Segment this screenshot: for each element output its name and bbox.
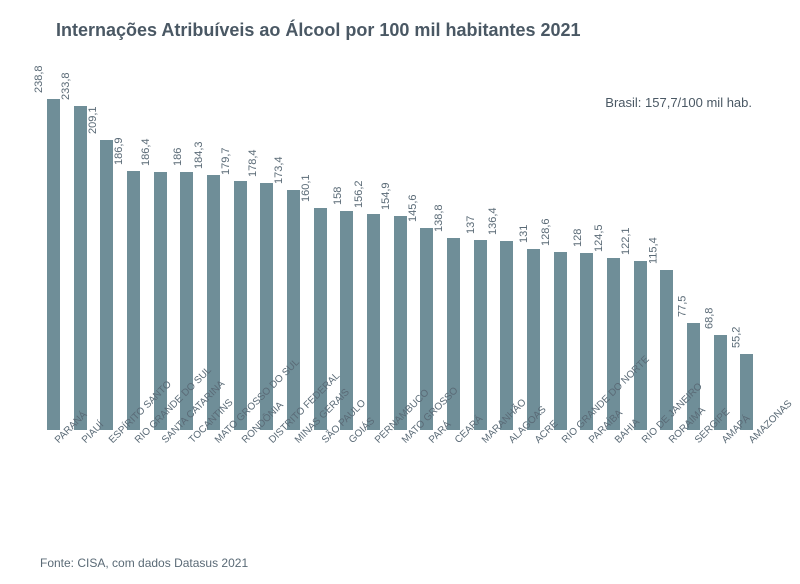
- bar-value-label: 156,2: [354, 180, 366, 208]
- x-label-slot: DISTRITO FEDERAL: [253, 434, 280, 554]
- bar-slot: 186,4: [147, 70, 174, 430]
- x-label-slot: ALAGOAS: [493, 434, 520, 554]
- bar-value-label: 158: [332, 187, 344, 205]
- bar-slot: 154,9: [387, 70, 414, 430]
- x-label-slot: AMAZONAS: [733, 434, 760, 554]
- bar-value-label: 77,5: [677, 295, 689, 316]
- bar-slot: 138,8: [440, 70, 467, 430]
- bar: [287, 190, 300, 430]
- x-label-slot: SÃO PAULO: [307, 434, 334, 554]
- bar-value-label: 186,4: [140, 138, 152, 166]
- bar-value-label: 137: [465, 216, 477, 234]
- bar-value-label: 184,3: [194, 141, 206, 169]
- bar: [634, 261, 647, 430]
- bar-value-label: 173,4: [274, 156, 286, 184]
- bar-slot: 156,2: [360, 70, 387, 430]
- bar-value-label: 122,1: [620, 227, 632, 255]
- bar-slot: 136,4: [493, 70, 520, 430]
- x-label-slot: RIO GRANDE DO SUL: [120, 434, 147, 554]
- bar: [100, 140, 113, 430]
- bar: [394, 216, 407, 430]
- bar: [580, 253, 593, 430]
- bar-slot: 131: [520, 70, 547, 430]
- bar-value-label: 145,6: [407, 195, 419, 223]
- x-label-slot: MINAS GERAIS: [280, 434, 307, 554]
- x-label-slot: SANTA CATARINA: [147, 434, 174, 554]
- bar-value-label: 128: [572, 228, 584, 246]
- bar-value-label: 154,9: [380, 182, 392, 210]
- bar-value-label: 178,4: [247, 149, 259, 177]
- bar-slot: 77,5: [680, 70, 707, 430]
- bar-slot: 145,6: [413, 70, 440, 430]
- bar-slot: 68,8: [707, 70, 734, 430]
- bar-slot: 179,7: [227, 70, 254, 430]
- bar: [500, 241, 513, 430]
- bar-value-label: 209,1: [87, 107, 99, 135]
- bar: [367, 214, 380, 430]
- bar: [554, 252, 567, 430]
- bar-value-label: 128,6: [540, 218, 552, 246]
- x-label-slot: TOCANTINS: [173, 434, 200, 554]
- x-label-slot: RORAIMA: [653, 434, 680, 554]
- x-label-slot: MATO GROSSO DO SUL: [200, 434, 227, 554]
- bar-value-label: 115,4: [647, 238, 659, 265]
- x-axis: PARANÁPIAUÍESPÍRITO SANTORIO GRANDE DO S…: [40, 434, 760, 554]
- chart-container: Internações Atribuíveis ao Álcool por 10…: [0, 0, 800, 584]
- bar-value-label: 238,8: [34, 66, 46, 94]
- bar: [74, 106, 87, 430]
- bar-slot: 55,2: [733, 70, 760, 430]
- bar-slot: 128,6: [547, 70, 574, 430]
- bar-value-label: 233,8: [60, 73, 72, 101]
- bar-slot: 209,1: [93, 70, 120, 430]
- bar-value-label: 124,5: [594, 224, 606, 252]
- bar: [474, 240, 487, 430]
- x-label-slot: PIAUÍ: [67, 434, 94, 554]
- bar-value-label: 179,7: [220, 148, 232, 176]
- x-label-slot: AMAPÁ: [707, 434, 734, 554]
- bars-group: 238,8233,8209,1186,9186,4186184,3179,717…: [40, 70, 760, 430]
- bar: [527, 249, 540, 430]
- source-text: Fonte: CISA, com dados Datasus 2021: [40, 556, 248, 570]
- x-label-slot: CEARÁ: [440, 434, 467, 554]
- x-label-slot: RONDÔNIA: [227, 434, 254, 554]
- bar-slot: 186,9: [120, 70, 147, 430]
- bar-slot: 115,4: [653, 70, 680, 430]
- x-label-slot: PARAÍBA: [573, 434, 600, 554]
- bar: [127, 171, 140, 430]
- x-label-slot: PARANÁ: [40, 434, 67, 554]
- chart-title: Internações Atribuíveis ao Álcool por 10…: [56, 20, 581, 41]
- x-label-slot: GOIÁS: [333, 434, 360, 554]
- bar-slot: 137: [467, 70, 494, 430]
- bar-value-label: 68,8: [703, 307, 715, 328]
- bar-value-label: 136,4: [487, 208, 499, 236]
- bar-slot: 238,8: [40, 70, 67, 430]
- x-label-slot: ESPÍRITO SANTO: [93, 434, 120, 554]
- bar-value-label: 131: [518, 224, 530, 242]
- bar-value-label: 160,1: [300, 175, 312, 203]
- x-label-slot: RIO DE JANEIRO: [627, 434, 654, 554]
- bar: [47, 99, 60, 430]
- plot-area: 238,8233,8209,1186,9186,4186184,3179,717…: [40, 70, 760, 430]
- x-label-slot: MARANHÃO: [467, 434, 494, 554]
- bar: [234, 181, 247, 430]
- x-label-slot: PERNAMBUCO: [360, 434, 387, 554]
- bar-value-label: 138,8: [434, 204, 446, 232]
- bar-value-label: 55,2: [730, 326, 742, 347]
- bar-value-label: 186: [172, 148, 184, 166]
- x-label-slot: SERGIPE: [680, 434, 707, 554]
- x-label-slot: RIO GRANDE DO NORTE: [547, 434, 574, 554]
- x-label-slot: MATO GROSSO: [387, 434, 414, 554]
- bar-value-label: 186,9: [114, 138, 126, 166]
- x-label-slot: ACRE: [520, 434, 547, 554]
- x-label-slot: BAHIA: [600, 434, 627, 554]
- x-label-slot: PARÁ: [413, 434, 440, 554]
